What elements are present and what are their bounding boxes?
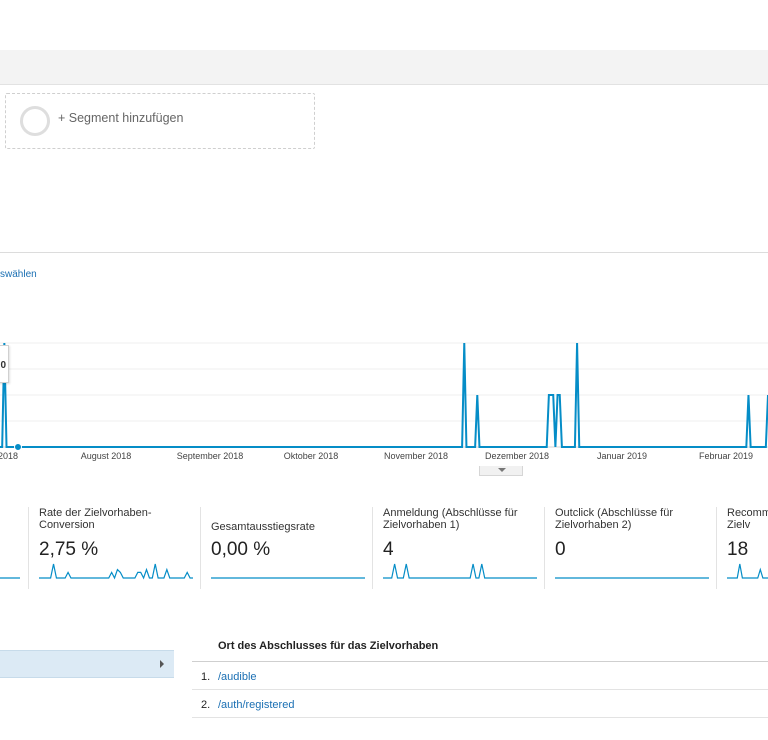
x-tick-label: September 2018	[176, 451, 244, 461]
chart-series-line	[0, 342, 768, 448]
table-header-divider	[192, 661, 768, 662]
metric-sparkline	[555, 577, 709, 579]
metric-divider	[200, 507, 201, 589]
chart-tooltip: 0	[0, 345, 9, 383]
dimension-selected-row[interactable]	[0, 650, 174, 678]
chart-hover-point	[14, 443, 22, 451]
x-tick-label: November 2018	[383, 451, 449, 461]
metric-divider	[28, 507, 29, 589]
section-divider	[0, 252, 768, 253]
metric-card-goal-1[interactable]: Anmeldung (Abschlüsse für Zielvorhaben 1…	[383, 507, 537, 589]
sparkline-path	[39, 563, 193, 580]
metric-title: Anmeldung (Abschlüsse für Zielvorhaben 1…	[383, 507, 518, 531]
sparkline-path	[727, 563, 768, 579]
metric-value: 4	[383, 539, 394, 560]
x-tick-label: Januar 2019	[596, 451, 648, 461]
report-toolbar	[0, 50, 768, 85]
metric-title: Recomm für Zielv	[727, 507, 768, 531]
metric-sparkline	[383, 563, 537, 579]
row-path-link[interactable]: /auth/registered	[218, 699, 295, 711]
select-metric-link[interactable]: swählen	[0, 269, 37, 280]
metric-value: 0,00 %	[211, 539, 271, 560]
table-row: 1. /audible	[192, 662, 768, 690]
metric-title	[0, 507, 20, 535]
table-row: 2. /auth/registered	[192, 690, 768, 718]
line-chart-svg	[0, 342, 768, 451]
metric-value: 18	[727, 539, 749, 560]
x-tick-label: 2018	[0, 451, 19, 461]
metric-card-goal-3[interactable]: Recomm für Zielv 18	[727, 507, 768, 589]
x-tick-label: August 2018	[80, 451, 132, 461]
metric-title: Outclick (Abschlüsse für Zielvorhaben 2)	[555, 507, 673, 531]
metric-title: Gesamtausstiegsrate	[211, 521, 315, 533]
metric-divider	[716, 507, 717, 589]
metric-sparkline	[39, 563, 193, 580]
metric-card-goal-2[interactable]: Outclick (Abschlüsse für Zielvorhaben 2)…	[555, 507, 709, 589]
add-segment-button[interactable]: + Segment hinzufügen	[5, 93, 315, 149]
sparkline-path	[383, 563, 537, 579]
row-number: 1.	[201, 671, 211, 683]
metric-sparkline	[727, 563, 768, 579]
tooltip-value: 0	[0, 360, 6, 371]
metric-value: 2,75 %	[39, 539, 99, 560]
table-column-header[interactable]: Ort des Abschlusses für das Zielvorhaben	[218, 640, 439, 652]
row-path-link[interactable]: /audible	[218, 671, 257, 683]
metric-card-goal-conversion-rate[interactable]: Rate der Zielvorhaben-Conversion 2,75 %	[39, 507, 193, 589]
x-tick-label: Dezember 2018	[484, 451, 550, 461]
metric-title: Rate der Zielvorhaben-Conversion	[39, 507, 152, 531]
line-chart	[0, 318, 768, 468]
collapse-chart-handle[interactable]	[479, 466, 523, 476]
metric-card-exit-rate[interactable]: Gesamtausstiegsrate 0,00 %	[211, 507, 365, 589]
segment-circle-icon	[20, 106, 50, 136]
metric-divider	[372, 507, 373, 589]
metric-value: 0	[555, 539, 566, 560]
metric-sparkline	[0, 577, 20, 579]
metric-card-0[interactable]	[0, 507, 20, 589]
x-tick-label: Februar 2019	[698, 451, 754, 461]
add-segment-label: + Segment hinzufügen	[58, 111, 184, 125]
metric-divider	[544, 507, 545, 589]
x-tick-label: Oktober 2018	[283, 451, 339, 461]
row-number: 2.	[201, 699, 211, 711]
metric-sparkline	[211, 577, 365, 579]
